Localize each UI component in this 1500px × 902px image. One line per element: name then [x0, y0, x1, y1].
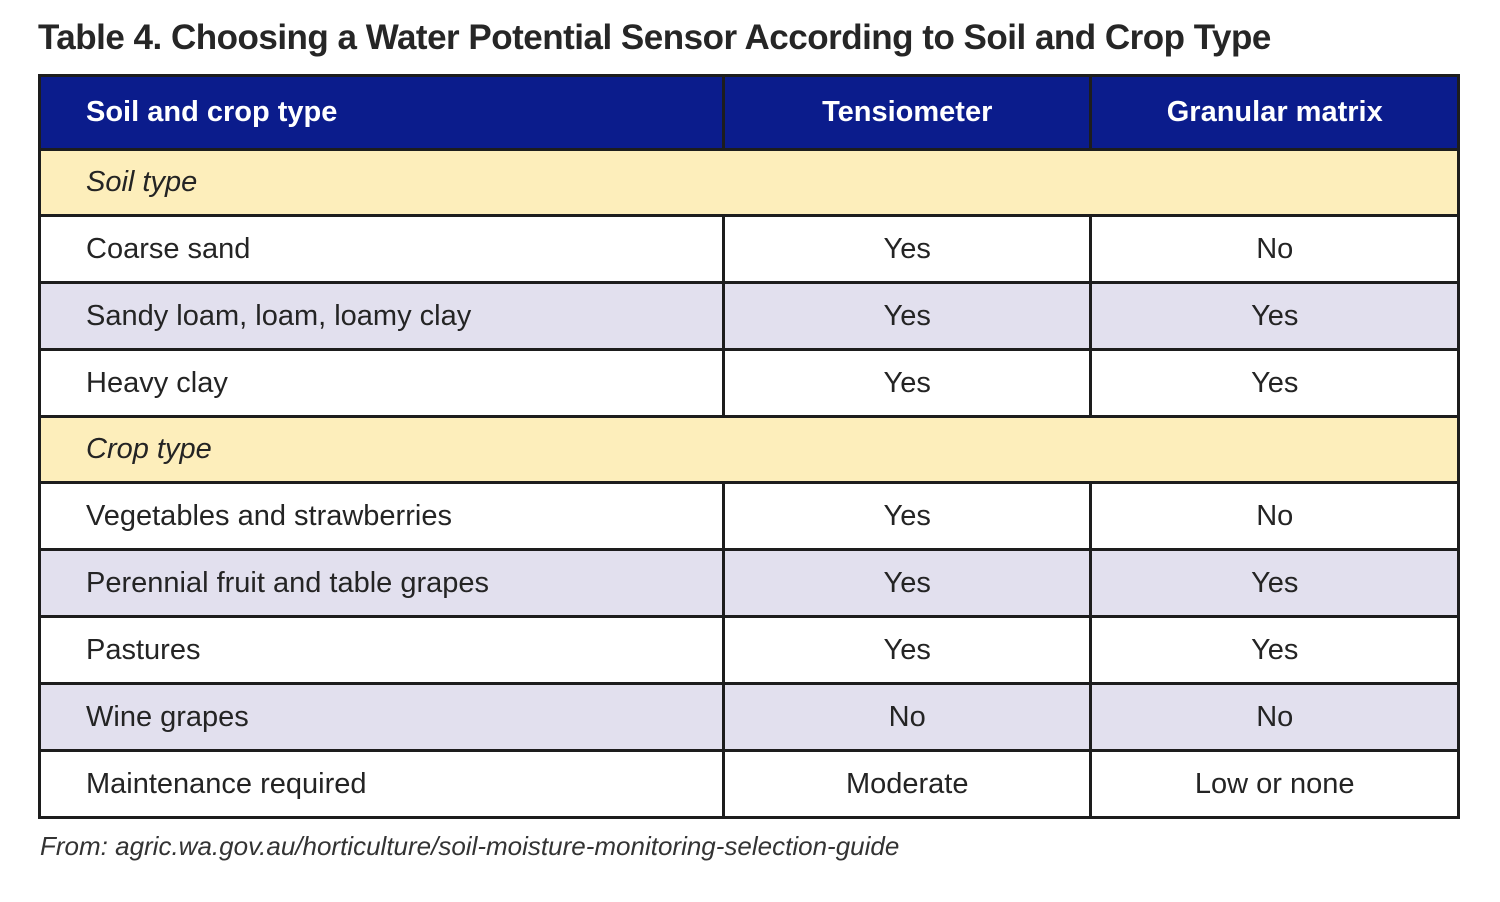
tensiometer-value: Moderate — [721, 749, 1093, 819]
table-row-vegetables-strawberries: Vegetables and strawberries Yes No — [38, 481, 1460, 551]
granular-matrix-value: Low or none — [1089, 749, 1460, 819]
granular-matrix-value: Yes — [1089, 615, 1460, 685]
column-header-granular-matrix: Granular matrix — [1089, 74, 1460, 151]
source-note: From: agric.wa.gov.au/horticulture/soil-… — [40, 831, 900, 861]
tensiometer-value: Yes — [721, 214, 1093, 284]
table-row-perennial-fruit: Perennial fruit and table grapes Yes Yes — [38, 548, 1460, 618]
column-header-tensiometer: Tensiometer — [721, 74, 1093, 151]
granular-matrix-value: Yes — [1089, 548, 1460, 618]
sensor-selection-table: Soil and crop type Tensiometer Granular … — [38, 74, 1460, 819]
granular-matrix-value: Yes — [1089, 281, 1460, 351]
table-row-sandy-loam: Sandy loam, loam, loamy clay Yes Yes — [38, 281, 1460, 351]
table-row-maintenance-required: Maintenance required Moderate Low or non… — [38, 749, 1460, 819]
granular-matrix-value: Yes — [1089, 348, 1460, 418]
row-label: Heavy clay — [38, 348, 725, 418]
tensiometer-value: Yes — [721, 281, 1093, 351]
section-label: Soil type — [38, 148, 1460, 217]
table-row-wine-grapes: Wine grapes No No — [38, 682, 1460, 752]
page-title: Table 4. Choosing a Water Potential Sens… — [38, 18, 1271, 57]
column-header-soil-and-crop-type: Soil and crop type — [38, 74, 725, 151]
table-header-row: Soil and crop type Tensiometer Granular … — [38, 74, 1460, 151]
section-row-soil-type: Soil type — [38, 148, 1460, 217]
table-row-coarse-sand: Coarse sand Yes No — [38, 214, 1460, 284]
tensiometer-value: Yes — [721, 348, 1093, 418]
row-label: Maintenance required — [38, 749, 725, 819]
row-label: Perennial fruit and table grapes — [38, 548, 725, 618]
granular-matrix-value: No — [1089, 682, 1460, 752]
section-label: Crop type — [38, 415, 1460, 484]
row-label: Pastures — [38, 615, 725, 685]
tensiometer-value: Yes — [721, 481, 1093, 551]
tensiometer-value: Yes — [721, 615, 1093, 685]
row-label: Sandy loam, loam, loamy clay — [38, 281, 725, 351]
granular-matrix-value: No — [1089, 481, 1460, 551]
granular-matrix-value: No — [1089, 214, 1460, 284]
row-label: Coarse sand — [38, 214, 725, 284]
section-row-crop-type: Crop type — [38, 415, 1460, 484]
table-row-pastures: Pastures Yes Yes — [38, 615, 1460, 685]
row-label: Vegetables and strawberries — [38, 481, 725, 551]
row-label: Wine grapes — [38, 682, 725, 752]
table-row-heavy-clay: Heavy clay Yes Yes — [38, 348, 1460, 418]
tensiometer-value: No — [721, 682, 1093, 752]
tensiometer-value: Yes — [721, 548, 1093, 618]
